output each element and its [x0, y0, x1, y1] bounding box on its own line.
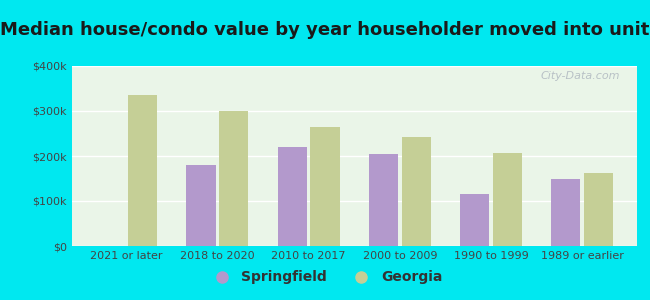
Bar [311, 127, 340, 246]
Bar [278, 147, 307, 246]
Legend: Springfield, Georgia: Springfield, Georgia [202, 265, 448, 290]
Bar [460, 194, 489, 246]
Text: City-Data.com: City-Data.com [541, 71, 620, 81]
Text: Median house/condo value by year householder moved into unit: Median house/condo value by year househo… [0, 21, 650, 39]
Bar [584, 172, 614, 246]
Bar [128, 95, 157, 246]
Bar [493, 153, 522, 246]
Bar [369, 154, 398, 246]
Bar [219, 111, 248, 246]
Bar [402, 136, 431, 246]
Bar [551, 178, 580, 246]
Bar [187, 165, 216, 246]
